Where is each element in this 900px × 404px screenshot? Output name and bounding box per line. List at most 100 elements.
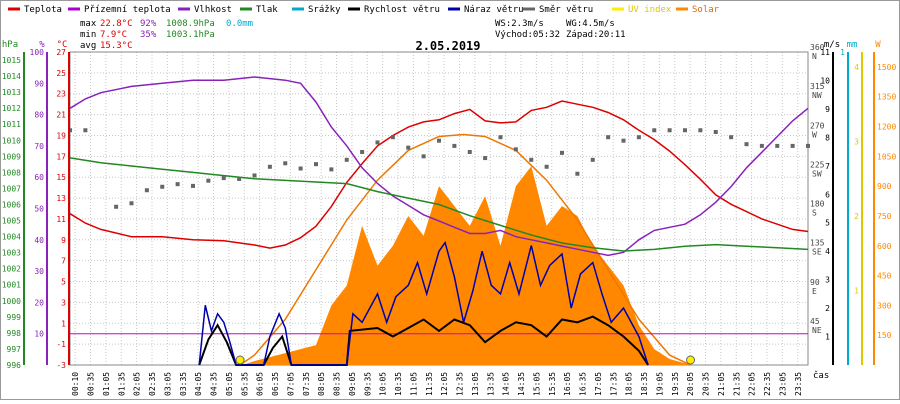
point-wind_direction xyxy=(390,135,395,140)
axis-tick-solar: 1200 xyxy=(877,123,896,132)
axis-tick-wind-speed: 3 xyxy=(825,276,830,285)
axis-tick-wind-speed: 11 xyxy=(820,48,830,57)
legend: Teplota Přízemní teplota Vlhkost Tlak Srážky… xyxy=(8,5,720,15)
axis-tick-pressure: 1014 xyxy=(2,72,21,81)
point-wind_direction xyxy=(375,140,380,145)
axis-tick-humidity: 50 xyxy=(34,205,44,214)
axis-tick-temperature: 21 xyxy=(56,111,66,120)
point-wind_direction xyxy=(114,204,119,209)
point-wind_direction xyxy=(298,166,303,171)
series-layer xyxy=(68,76,810,366)
axis-tick-wind-direction: 135 xyxy=(810,239,825,248)
point-wind_direction xyxy=(129,201,134,206)
axis-tick-wind-direction: SW xyxy=(812,169,822,178)
series-pressure xyxy=(69,157,809,252)
axis-tick-wind-speed: 5 xyxy=(825,219,830,228)
axis-tick-pressure: 1004 xyxy=(2,233,21,242)
legend-label-precipitation: Srážky xyxy=(308,5,341,15)
axis-tick-uv: 4 xyxy=(854,63,859,72)
stat-avg-label: avg xyxy=(80,41,96,51)
x-tick-label: 01:35 xyxy=(117,372,126,396)
axis-tick-temperature: 11 xyxy=(56,215,66,224)
axis-tick-pressure: 1011 xyxy=(2,120,21,129)
point-wind_direction xyxy=(775,143,780,148)
point-wind_direction xyxy=(560,150,564,155)
axis-tick-temperature: 27 xyxy=(56,48,66,57)
axis-tick-temperature: 9 xyxy=(61,236,66,245)
axis-tick-wind-direction: NE xyxy=(812,326,822,335)
axis-unit-precipitation: mm xyxy=(847,40,858,50)
axis-tick-solar: 1500 xyxy=(877,63,896,72)
axis-tick-temperature: 1 xyxy=(61,319,66,328)
axis-tick-wind-speed: 1 xyxy=(825,333,830,342)
x-tick-label: 20:35 xyxy=(702,372,711,396)
point-wind_direction xyxy=(759,143,764,148)
stat-max-hum: 92% xyxy=(140,19,157,29)
point-wind_direction xyxy=(544,164,549,169)
point-wind_direction xyxy=(529,157,534,162)
series-wind_gust xyxy=(198,240,649,366)
axis-tick-temperature: 15 xyxy=(56,173,66,182)
axis-tick-wind-speed: 6 xyxy=(825,190,830,199)
axis-tick-pressure: 1000 xyxy=(2,297,21,306)
axis-unit-pressure: hPa xyxy=(2,40,18,50)
axis-tick-humidity: 30 xyxy=(34,267,44,276)
stat-min-temp: 7.9°C xyxy=(100,30,127,40)
x-tick-label: 04:35 xyxy=(210,372,219,396)
axis-tick-wind-direction: 180 xyxy=(810,200,825,209)
x-tick-label: 18:05 xyxy=(625,372,634,396)
axis-tick-wind-direction: 360 xyxy=(810,43,825,52)
axis-tick-uv: 1 xyxy=(854,286,859,295)
x-tick-label: 10:35 xyxy=(394,372,403,396)
point-wind_direction xyxy=(267,164,272,169)
point-wind_direction xyxy=(437,138,441,143)
x-tick-label: 01:05 xyxy=(102,372,111,396)
x-tick-label: 12:05 xyxy=(440,372,449,396)
axis-tick-wind-speed: 4 xyxy=(825,247,830,256)
x-tick-label: 19:05 xyxy=(655,372,664,396)
axis-tick-wind-speed: 7 xyxy=(825,162,830,171)
x-axis-labels: 00:10 00:35 01:05 01:35 02:05 02:35 03:05 03:35… xyxy=(71,372,803,396)
point-wind_direction xyxy=(83,128,88,133)
x-tick-label: 06:05 xyxy=(256,372,265,396)
point-wind_direction xyxy=(683,128,687,133)
x-tick-label: 20:05 xyxy=(686,372,695,396)
x-tick-label: 12:35 xyxy=(456,372,465,396)
x-tick-label: 21:05 xyxy=(717,372,726,396)
axis-tick-pressure: 1001 xyxy=(2,281,21,290)
axis-tick-pressure: 1013 xyxy=(2,88,21,97)
legend-label-pressure: Tlak xyxy=(256,5,278,15)
x-tick-label: 14:05 xyxy=(502,372,511,396)
x-tick-label: 00:35 xyxy=(87,372,96,396)
series-solar-curve xyxy=(239,133,691,366)
x-tick-label: 08:05 xyxy=(317,372,326,396)
axis-tick-wind-direction: W xyxy=(812,130,817,139)
x-tick-label: 03:05 xyxy=(163,372,172,396)
stat-sunrise: Východ:05:32 xyxy=(495,30,560,40)
x-tick-label: 16:05 xyxy=(563,372,572,396)
stat-wind-gust: WG:4.5m/s xyxy=(566,19,615,29)
axis-tick-precipitation: 1 xyxy=(840,48,845,57)
axis-tick-temperature: 5 xyxy=(61,278,66,287)
x-tick-label: 00:10 xyxy=(71,372,80,396)
axis-tick-pressure: 1007 xyxy=(2,184,21,193)
axis-tick-temperature: 3 xyxy=(61,298,66,307)
axis-tick-pressure: 1009 xyxy=(2,152,21,161)
x-tick-label: 21:35 xyxy=(732,372,741,396)
point-wind_direction xyxy=(621,138,626,143)
axis-tick-solar: 600 xyxy=(877,242,892,251)
x-tick-label: 05:05 xyxy=(225,372,234,396)
x-tick-label: 02:35 xyxy=(148,372,157,396)
axis-tick-pressure: 1002 xyxy=(2,265,21,274)
axis-tick-humidity: 70 xyxy=(34,142,44,151)
series-temperature xyxy=(69,100,809,249)
x-tick-label: 03:35 xyxy=(179,372,188,396)
axis-tick-humidity: 40 xyxy=(34,236,44,245)
axis-tick-pressure: 1003 xyxy=(2,249,21,258)
x-tick-label: 13:05 xyxy=(471,372,480,396)
x-tick-label: 04:05 xyxy=(194,372,203,396)
axis-tick-solar: 300 xyxy=(877,301,892,310)
axis-tick-wind-direction: 270 xyxy=(810,121,825,130)
